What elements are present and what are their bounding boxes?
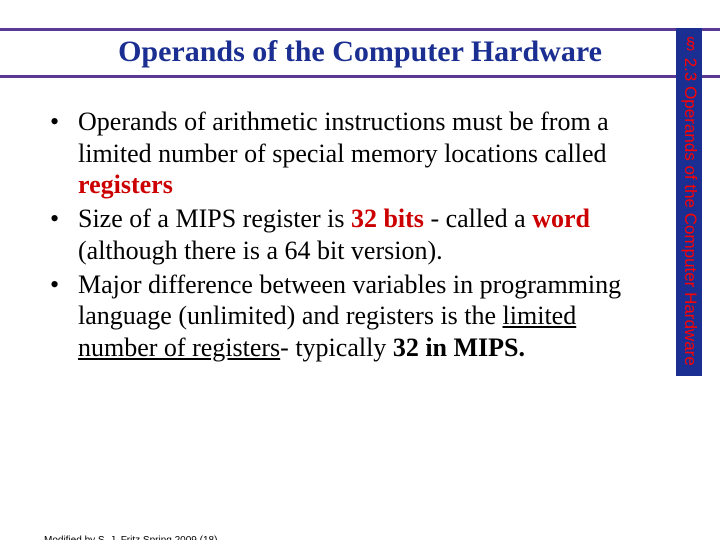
bullet-text: - called a xyxy=(424,204,532,233)
list-item: Operands of arithmetic instructions must… xyxy=(44,106,660,201)
list-item: Major difference between variables in pr… xyxy=(44,269,660,364)
slide-title: Operands of the Computer Hardware xyxy=(118,35,602,68)
title-band: Operands of the Computer Hardware xyxy=(0,28,720,78)
keyword-registers: registers xyxy=(78,170,173,199)
bullet-text: (although there is a 64 bit version). xyxy=(78,236,443,265)
footer-text: Modified by S. J. Fritz Spring 2009 (18) xyxy=(44,535,217,540)
bullet-text: - typically xyxy=(280,333,393,362)
keyword-word: word xyxy=(532,204,590,233)
content-area: Operands of arithmetic instructions must… xyxy=(0,78,720,364)
bullet-text: Size of a MIPS register is xyxy=(78,204,351,233)
bullet-text: Operands of arithmetic instructions must… xyxy=(78,107,609,168)
keyword-32bits: 32 bits xyxy=(351,204,424,233)
list-item: Size of a MIPS register is 32 bits - cal… xyxy=(44,203,660,266)
keyword-32mips: 32 in MIPS. xyxy=(393,333,525,362)
bullet-list: Operands of arithmetic instructions must… xyxy=(44,106,660,364)
section-side-tab: § 2.3 Operands of the Computer Hardware xyxy=(676,28,702,376)
